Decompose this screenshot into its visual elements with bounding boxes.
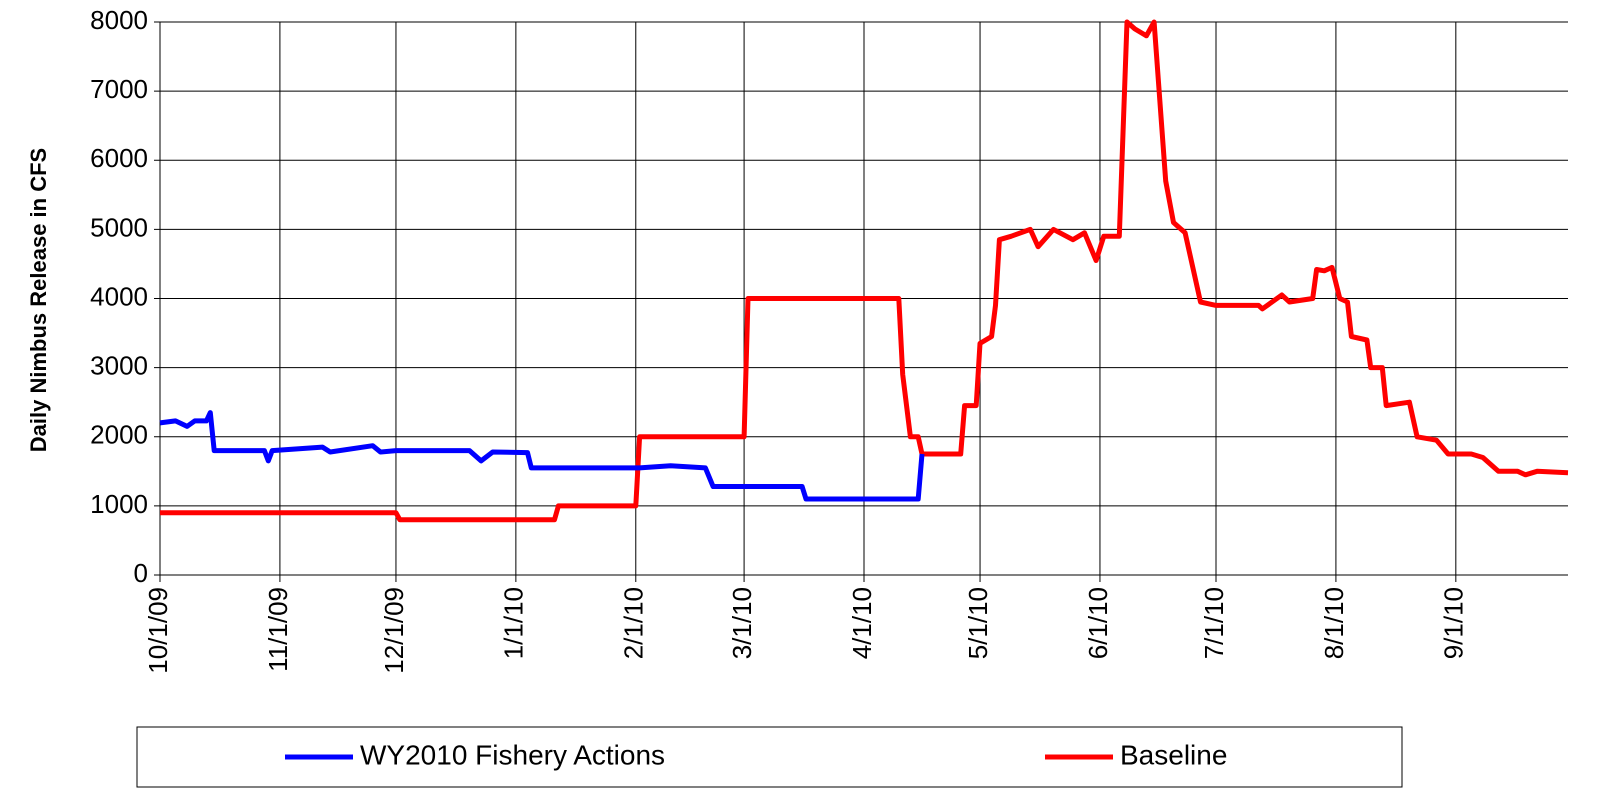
x-tick-label: 8/1/10	[1319, 587, 1349, 659]
y-tick-label: 0	[134, 558, 148, 588]
y-tick-label: 5000	[90, 212, 148, 242]
x-tick-label: 1/1/10	[499, 587, 529, 659]
y-tick-label: 6000	[90, 143, 148, 173]
data-line	[159, 410, 925, 502]
data-line	[160, 19, 1569, 523]
x-tick-label: 4/1/10	[847, 587, 877, 659]
y-axis-label: Daily Nimbus Release in CFS	[26, 148, 51, 452]
y-tick-label: 4000	[90, 281, 148, 311]
x-tick-label: 3/1/10	[727, 587, 757, 659]
legend-label: WY2010 Fishery Actions	[360, 739, 665, 770]
y-tick-label: 7000	[90, 74, 148, 104]
y-tick-label: 2000	[90, 420, 148, 450]
x-tick-label: 10/1/09	[143, 587, 173, 674]
y-tick-label: 1000	[90, 489, 148, 519]
y-tick-label: 8000	[90, 5, 148, 35]
x-tick-label: 9/1/10	[1439, 587, 1469, 659]
y-tick-label: 3000	[90, 351, 148, 381]
x-tick-label: 2/1/10	[619, 587, 649, 659]
legend-label: Baseline	[1120, 739, 1227, 770]
x-tick-label: 5/1/10	[963, 587, 993, 659]
x-tick-label: 7/1/10	[1199, 587, 1229, 659]
x-tick-label: 6/1/10	[1083, 587, 1113, 659]
x-tick-label: 12/1/09	[379, 587, 409, 674]
x-tick-label: 11/1/09	[263, 587, 293, 672]
